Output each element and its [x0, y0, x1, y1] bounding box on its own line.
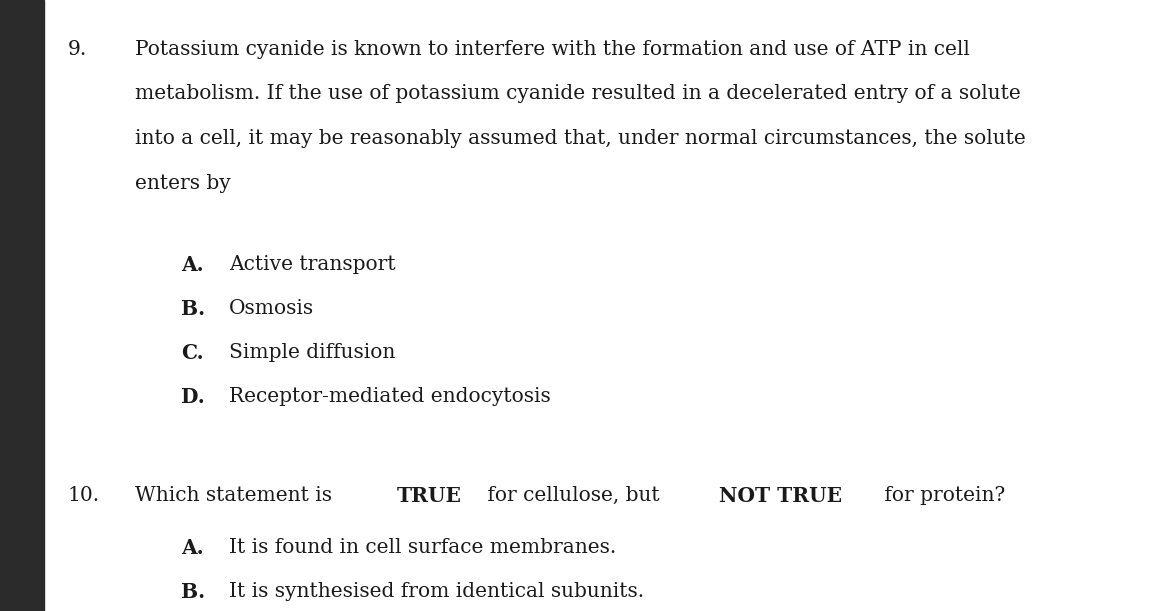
Text: for protein?: for protein? [879, 486, 1005, 505]
Text: A.: A. [181, 538, 204, 558]
Text: It is found in cell surface membranes.: It is found in cell surface membranes. [229, 538, 617, 557]
Text: for cellulose, but: for cellulose, but [481, 486, 666, 505]
Text: Potassium cyanide is known to interfere with the formation and use of ATP in cel: Potassium cyanide is known to interfere … [135, 40, 970, 59]
Text: enters by: enters by [135, 174, 230, 192]
Text: C.: C. [181, 343, 204, 363]
Text: 10.: 10. [68, 486, 99, 505]
Text: TRUE: TRUE [397, 486, 462, 506]
Text: D.: D. [181, 387, 205, 407]
Text: Which statement is: Which statement is [135, 486, 338, 505]
Text: It is synthesised from identical subunits.: It is synthesised from identical subunit… [229, 582, 645, 601]
Text: NOT TRUE: NOT TRUE [720, 486, 842, 506]
Text: into a cell, it may be reasonably assumed that, under normal circumstances, the : into a cell, it may be reasonably assume… [135, 129, 1025, 148]
Text: Receptor-mediated endocytosis: Receptor-mediated endocytosis [229, 387, 551, 406]
Text: B.: B. [181, 582, 206, 602]
Text: 9.: 9. [68, 40, 87, 59]
Text: metabolism. If the use of potassium cyanide resulted in a decelerated entry of a: metabolism. If the use of potassium cyan… [135, 84, 1020, 103]
Text: Active transport: Active transport [229, 255, 395, 274]
Bar [0, 0, 44, 611]
Text: Simple diffusion: Simple diffusion [229, 343, 395, 362]
Text: A.: A. [181, 255, 204, 275]
Text: B.: B. [181, 299, 206, 319]
Text: Osmosis: Osmosis [229, 299, 315, 318]
